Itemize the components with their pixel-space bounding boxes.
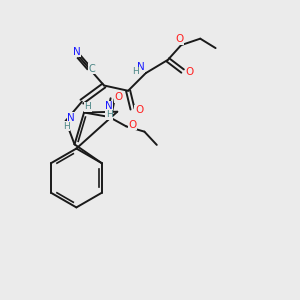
Text: O: O — [115, 92, 123, 102]
Text: O: O — [185, 67, 193, 76]
Text: H: H — [84, 103, 91, 112]
Text: C: C — [89, 64, 96, 74]
Text: O: O — [135, 106, 143, 116]
Text: H: H — [63, 122, 70, 130]
Text: H: H — [106, 110, 112, 119]
Text: O: O — [128, 120, 136, 130]
Text: H: H — [132, 68, 139, 76]
Text: N: N — [67, 113, 75, 123]
Text: O: O — [176, 34, 184, 44]
Text: N: N — [136, 62, 144, 72]
Text: N: N — [73, 46, 81, 57]
Text: N: N — [105, 101, 113, 111]
